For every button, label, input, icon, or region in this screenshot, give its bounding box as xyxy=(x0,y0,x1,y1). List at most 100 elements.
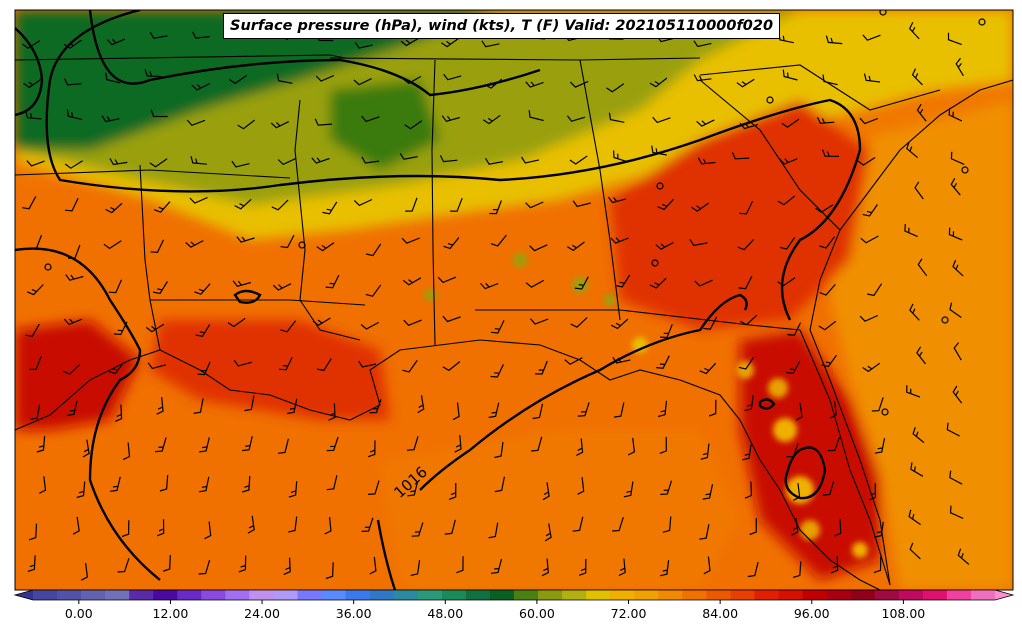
wind-barb xyxy=(649,77,668,88)
colorbar-tick-label: 24.00 xyxy=(244,606,280,621)
wind-barb xyxy=(109,158,128,166)
colorbar-swatch xyxy=(730,590,755,600)
wind-barb xyxy=(194,283,211,295)
calm-wind-circle xyxy=(941,316,949,324)
wind-barb xyxy=(576,438,584,456)
wind-barb xyxy=(535,360,548,375)
wind-barb xyxy=(691,202,710,212)
wind-barb xyxy=(68,244,81,259)
wind-barb xyxy=(204,521,212,540)
calm-wind-circle xyxy=(298,241,306,249)
colorbar-swatch xyxy=(153,590,178,600)
wind-barb xyxy=(27,555,36,572)
calm-wind-circle xyxy=(44,263,52,271)
wind-barb xyxy=(542,482,550,501)
colorbar-swatch xyxy=(369,590,395,600)
wind-barb xyxy=(777,277,796,287)
wind-barb xyxy=(149,31,168,39)
wind-barb xyxy=(113,321,128,336)
wind-barb xyxy=(874,438,886,454)
wind-barb xyxy=(950,151,965,165)
wind-barb xyxy=(916,103,927,122)
wind-barb xyxy=(623,481,634,498)
wind-barb xyxy=(916,346,926,365)
colorbar-tick-label: 108.00 xyxy=(881,606,926,621)
wind-barb xyxy=(612,517,624,532)
wind-barb xyxy=(480,282,499,290)
wind-barb xyxy=(917,258,928,277)
wind-barb xyxy=(484,157,504,165)
wind-barb xyxy=(946,422,961,437)
wind-barb xyxy=(607,196,627,204)
wind-barb xyxy=(914,181,924,200)
wind-barb xyxy=(490,364,504,378)
wind-barb xyxy=(66,109,83,120)
wind-barb xyxy=(110,476,121,492)
wind-barb xyxy=(655,241,674,250)
wind-barb xyxy=(532,403,544,420)
wind-barb xyxy=(829,400,837,419)
wind-barb xyxy=(229,74,248,85)
wind-barb xyxy=(456,556,464,574)
wind-barb xyxy=(494,442,504,459)
wind-barb xyxy=(22,196,37,210)
wind-barb xyxy=(443,73,462,81)
wind-barb xyxy=(443,237,460,250)
wind-barb xyxy=(156,397,164,415)
wind-barb xyxy=(439,155,458,163)
wind-barb xyxy=(659,436,667,454)
wind-barb xyxy=(242,435,253,452)
wind-barb xyxy=(866,283,883,297)
calm-wind-circle xyxy=(961,166,969,174)
wind-barb xyxy=(407,481,419,497)
wind-barb xyxy=(122,442,131,461)
wind-barb xyxy=(859,117,879,125)
wind-barb xyxy=(658,400,668,418)
wind-barb xyxy=(541,558,549,577)
wind-barb xyxy=(570,317,588,328)
wind-barb xyxy=(232,280,251,287)
wind-barb xyxy=(358,360,377,368)
wind-barb xyxy=(185,240,204,248)
wind-barb xyxy=(531,436,543,452)
wind-barb xyxy=(530,318,549,325)
wind-barb xyxy=(657,198,675,211)
wind-barb xyxy=(608,112,625,123)
wind-barb xyxy=(744,395,754,412)
wind-barb xyxy=(544,523,552,542)
wind-barb xyxy=(244,395,255,412)
wind-barb xyxy=(950,178,961,196)
wind-barb xyxy=(525,81,544,88)
wind-barb xyxy=(103,240,122,250)
colorbar-tick-label: 84.00 xyxy=(702,606,739,621)
wind-barb xyxy=(747,561,759,578)
wind-barb xyxy=(822,149,840,157)
wind-barb xyxy=(490,320,505,334)
wind-barb xyxy=(484,78,503,89)
wind-barb xyxy=(63,39,82,49)
wind-barb xyxy=(162,554,171,572)
colorbar-swatch xyxy=(81,590,106,600)
colorbar-swatch xyxy=(201,590,226,600)
wind-barb xyxy=(150,239,165,254)
wind-barb xyxy=(871,397,884,412)
colorbar-swatch xyxy=(658,590,683,600)
wind-barb xyxy=(159,474,169,492)
wind-barb xyxy=(490,558,503,574)
wind-barb xyxy=(25,323,40,337)
calm-wind-circle xyxy=(656,182,664,190)
wind-barb xyxy=(652,116,671,124)
colorbar-swatch xyxy=(682,590,707,600)
wind-barb xyxy=(237,119,255,130)
wind-barb xyxy=(795,402,803,421)
wind-barb xyxy=(399,152,418,160)
wind-barb xyxy=(699,524,710,540)
colorbar-swatch xyxy=(826,590,852,600)
colorbar-max-extend xyxy=(995,590,1013,600)
wind-barb xyxy=(952,259,964,277)
wind-barb xyxy=(873,556,882,574)
wind-barb xyxy=(528,110,544,122)
wind-barb xyxy=(114,404,123,422)
wind-barb xyxy=(827,436,841,452)
